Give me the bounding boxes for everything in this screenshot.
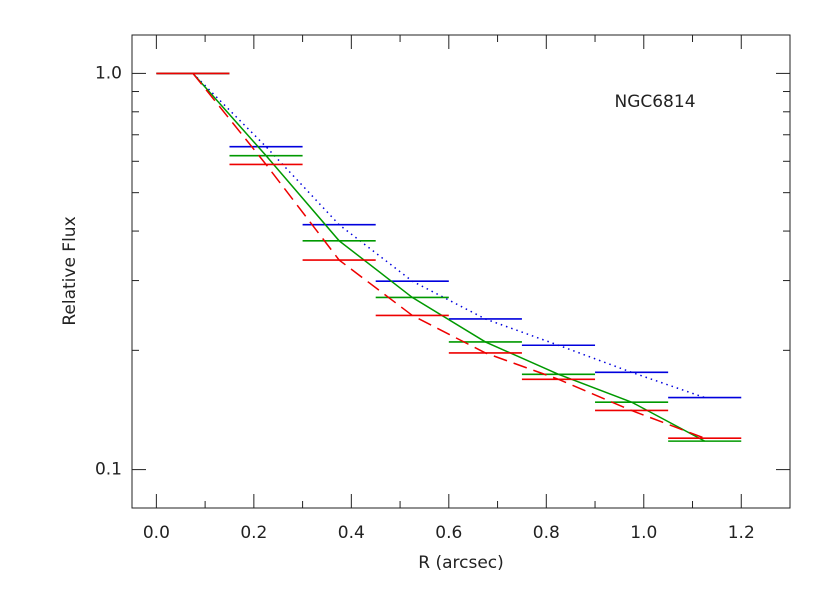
x-tick-label: 0.0 [143, 523, 170, 543]
y-axis-label: Relative Flux [60, 216, 80, 325]
profile-curve [192, 72, 705, 439]
y-tick-label: 0.1 [95, 460, 122, 480]
x-tick-label: 0.8 [533, 523, 560, 543]
x-axis-label: R (arcsec) [418, 553, 504, 573]
profile-curve [192, 72, 705, 399]
plot-frame [131, 34, 791, 509]
profile-curve [192, 72, 706, 442]
y-tick-label: 1.0 [95, 63, 122, 83]
x-tick-label: 1.2 [728, 523, 755, 543]
x-tick-label: 1.0 [630, 523, 657, 543]
x-tick-label: 0.4 [338, 523, 365, 543]
x-tick-label: 0.6 [435, 523, 462, 543]
annotation: NGC6814 [614, 92, 695, 112]
x-tick-label: 0.2 [240, 523, 267, 543]
